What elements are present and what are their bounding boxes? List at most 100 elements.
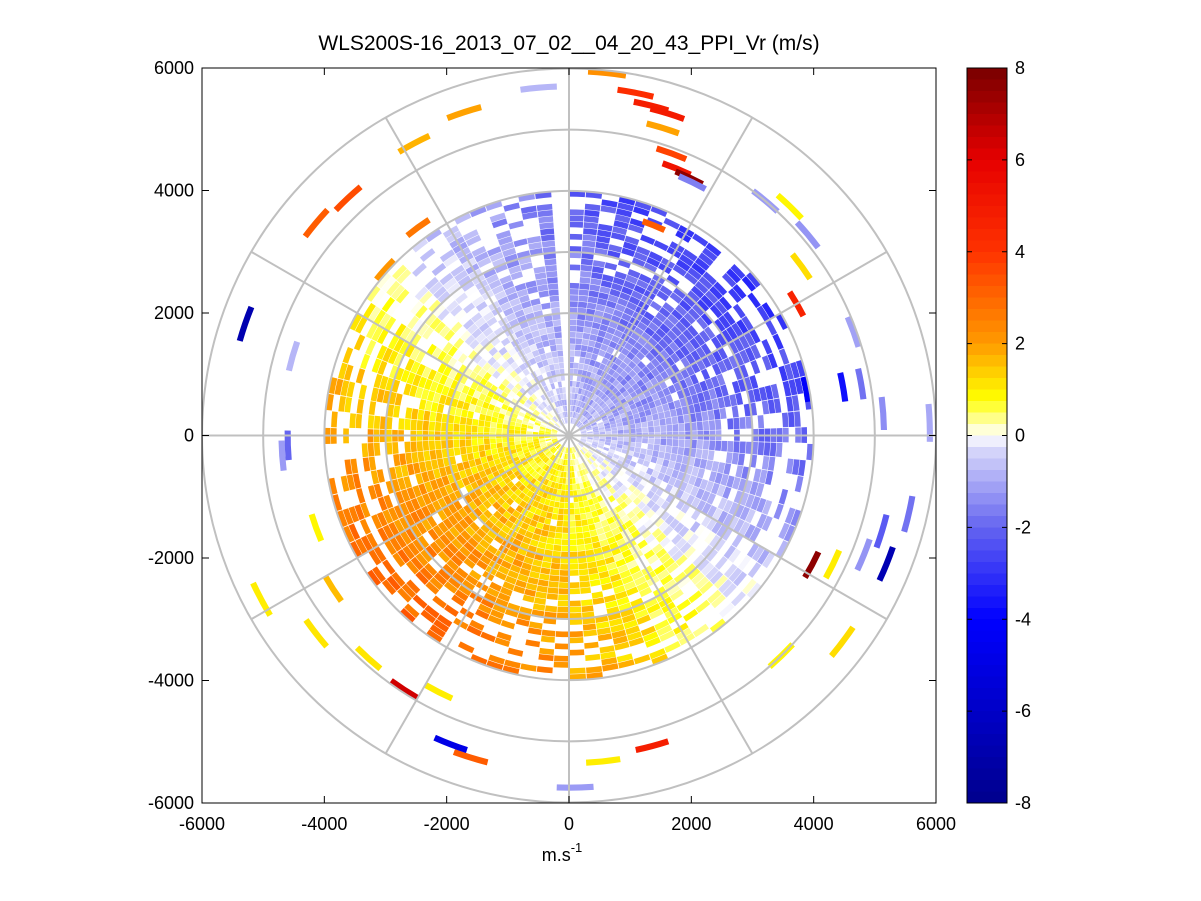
field-cell	[579, 449, 585, 455]
field-cell	[750, 344, 762, 360]
field-cell	[651, 392, 660, 401]
field-cell	[707, 410, 715, 421]
field-cell	[366, 285, 381, 302]
field-cell	[727, 418, 734, 430]
field-cell	[534, 368, 542, 377]
field-cell	[511, 386, 519, 395]
field-cell	[628, 492, 637, 502]
field-cell	[539, 497, 546, 505]
field-cell	[556, 375, 562, 382]
field-cell	[686, 290, 700, 303]
field-cell	[629, 218, 646, 229]
x-tick-label: -2000	[424, 814, 470, 834]
field-cell	[530, 565, 542, 573]
field-cell	[528, 459, 536, 466]
field-cell	[576, 470, 581, 477]
field-cell	[506, 259, 520, 269]
field-cell	[737, 478, 747, 492]
field-cell	[534, 355, 542, 363]
field-cell	[662, 302, 675, 314]
field-cell	[360, 353, 371, 370]
field-cell	[602, 396, 610, 403]
field-cell	[587, 365, 594, 373]
field-cell	[619, 543, 630, 553]
field-cell	[695, 488, 705, 500]
field-cell	[591, 444, 597, 449]
field-cell	[494, 263, 508, 274]
field-cell	[601, 582, 613, 591]
field-cell	[608, 494, 616, 503]
sparse-segment	[800, 376, 812, 403]
field-cell	[569, 295, 579, 302]
field-cell	[690, 285, 705, 299]
field-cell	[527, 442, 534, 446]
field-cell	[547, 404, 553, 411]
field-cell	[749, 526, 761, 542]
field-cell	[594, 341, 602, 350]
field-cell	[496, 442, 503, 449]
field-cell	[659, 445, 666, 453]
field-cell	[573, 418, 577, 425]
field-cell	[655, 497, 665, 507]
field-cell	[429, 317, 442, 330]
field-cell	[427, 470, 436, 481]
field-cell	[442, 518, 454, 530]
field-cell	[773, 503, 784, 520]
field-cell	[471, 312, 483, 323]
field-cell	[652, 450, 659, 458]
field-cell	[587, 498, 594, 506]
field-cell	[694, 281, 709, 295]
field-cell	[701, 544, 714, 558]
field-cell	[778, 365, 788, 382]
field-cell	[588, 399, 594, 406]
field-cell	[728, 502, 739, 516]
field-cell	[574, 508, 580, 515]
field-cell	[551, 438, 558, 442]
field-cell	[537, 502, 544, 510]
field-cell	[373, 415, 381, 429]
field-cell	[588, 407, 595, 414]
field-cell	[415, 508, 426, 522]
field-cell	[575, 483, 581, 490]
field-cell	[399, 453, 407, 466]
field-cell	[543, 314, 553, 322]
field-cell	[784, 363, 794, 380]
field-cell	[596, 398, 603, 405]
field-cell	[702, 247, 718, 262]
field-cell	[542, 340, 550, 348]
field-cell	[690, 439, 697, 449]
field-cell	[790, 509, 802, 527]
field-cell	[523, 463, 531, 470]
field-cell	[586, 439, 593, 443]
field-cell	[551, 447, 557, 453]
field-cell	[726, 475, 735, 488]
field-cell	[600, 519, 609, 528]
field-cell	[520, 440, 527, 444]
field-cell	[596, 368, 604, 376]
field-cell	[659, 396, 668, 405]
field-cell	[421, 388, 430, 400]
field-cell	[590, 278, 602, 286]
field-cell	[645, 395, 654, 404]
field-cell	[669, 292, 683, 304]
field-cell	[634, 417, 641, 424]
field-cell	[565, 453, 568, 460]
field-cell	[444, 377, 454, 388]
field-cell	[453, 423, 460, 432]
field-cell	[726, 326, 738, 340]
field-cell	[677, 447, 685, 456]
field-cell	[548, 453, 554, 459]
field-cell	[483, 268, 497, 279]
field-cell	[410, 511, 421, 525]
field-cell	[484, 467, 493, 476]
field-cell	[526, 490, 534, 498]
field-cell	[662, 557, 675, 569]
field-cell	[581, 519, 588, 526]
field-cell	[701, 515, 712, 528]
colorbar-tick-label: 6	[1015, 150, 1025, 170]
field-cell	[599, 429, 605, 433]
field-cell	[621, 247, 636, 257]
field-cell	[552, 319, 561, 327]
field-cell	[501, 460, 509, 468]
field-cell	[585, 352, 593, 359]
